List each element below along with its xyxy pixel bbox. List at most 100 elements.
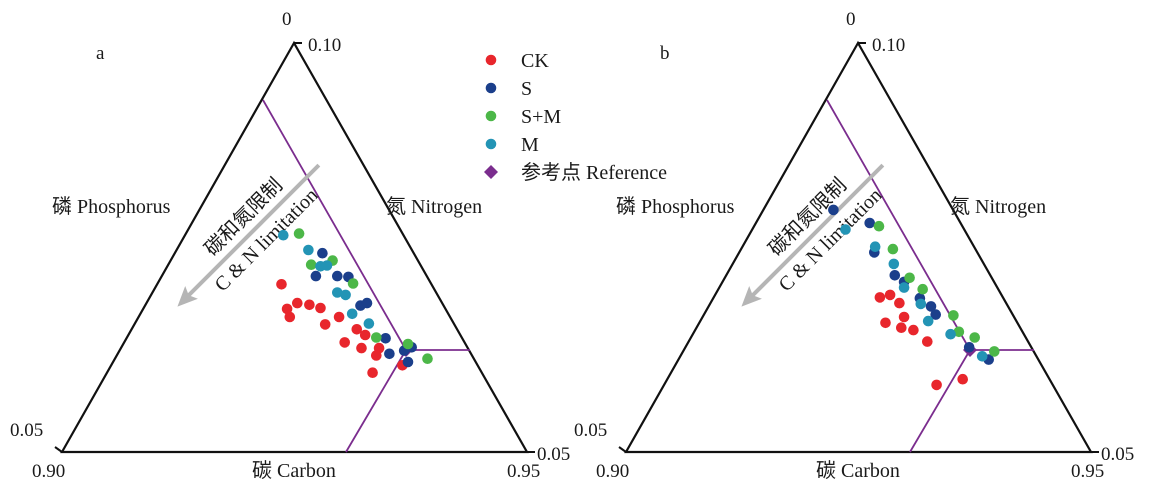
legend-marker (485, 138, 497, 150)
data-point (281, 303, 293, 315)
tick-label-top: 0 (846, 9, 856, 30)
data-point (948, 310, 959, 321)
data-point (347, 278, 359, 289)
ternary-panel-a: 00.100.050.90 0.950.05磷 Phosphorus 氮 Nitro… (10, 9, 570, 482)
series-ck (874, 289, 968, 391)
legend-marker (485, 82, 497, 94)
corner-tick (618, 446, 627, 453)
carbon-axis-label: 碳 Carbon (816, 459, 900, 482)
data-point (402, 338, 414, 350)
data-point (873, 220, 885, 232)
triangle-frame (60, 40, 529, 454)
data-point (293, 228, 305, 239)
tick-label-top-right: 0.10 (308, 35, 341, 56)
data-point (957, 373, 968, 385)
data-point (976, 351, 988, 362)
tick-label-right-end: 0.05 (1101, 444, 1134, 465)
data-point (315, 302, 326, 314)
data-point (380, 333, 391, 344)
tick-label-bottom-left-low: 0.90 (32, 461, 65, 482)
data-point (304, 299, 315, 311)
data-point (896, 322, 907, 334)
arrow-head (177, 286, 198, 307)
data-point (930, 309, 941, 320)
data-point (292, 297, 303, 309)
tick-label-bottom-right: 0.95 (1071, 461, 1104, 482)
data-point (889, 270, 901, 281)
data-point (340, 289, 351, 301)
data-point (319, 319, 331, 330)
tick-label-bottom-left-low: 0.90 (596, 461, 629, 482)
data-point (864, 217, 875, 229)
carbon-axis-label: 碳 Carbon (252, 459, 336, 482)
reference-line (826, 99, 971, 351)
arrow-shaft (750, 163, 885, 298)
data-point (361, 297, 373, 309)
data-point (880, 317, 891, 329)
data-point (303, 244, 314, 256)
ternary-panel-b: 00.100.050.90 0.950.05磷 Phosphorus 氮 Nitro… (574, 9, 1134, 482)
data-point (363, 318, 375, 329)
data-point (931, 379, 942, 391)
legend-marker (485, 54, 497, 66)
data-point (840, 224, 851, 235)
data-point (945, 328, 956, 340)
data-point (346, 308, 358, 320)
legend: CK S S+M M 参考点 Reference (484, 50, 667, 184)
tick-label-bottom-left: 0.05 (10, 420, 43, 441)
series-s (310, 247, 418, 368)
data-point (908, 324, 919, 336)
phosphorus-axis-label: 磷 Phosphorus (52, 195, 171, 218)
legend-label: 参考点 Reference (521, 161, 667, 184)
data-point (332, 270, 343, 282)
panel-label: b (660, 43, 670, 64)
data-point (888, 258, 900, 270)
tick-label-top: 0 (282, 9, 292, 30)
phosphorus-axis-label: 磷 Phosphorus (616, 195, 735, 218)
data-point (898, 311, 910, 323)
tick-label-bottom-right: 0.95 (507, 461, 540, 482)
reference-line (345, 349, 407, 453)
data-point (422, 353, 433, 365)
data-point (339, 337, 351, 348)
triangle-frame (624, 40, 1093, 454)
legend-marker (484, 165, 498, 179)
data-point (317, 247, 328, 259)
data-point (953, 326, 965, 338)
data-point (310, 270, 322, 282)
data-point (367, 367, 378, 379)
data-point (284, 311, 296, 323)
legend-label: S+M (521, 106, 561, 128)
legend-label: CK (521, 50, 549, 72)
legend-marker (485, 110, 497, 122)
tick-label-top-right: 0.10 (872, 35, 905, 56)
corner-tick (54, 446, 63, 453)
series-ck (276, 279, 408, 379)
data-point (384, 348, 395, 360)
data-point (969, 332, 980, 343)
legend-label: M (521, 134, 539, 156)
tick-label-bottom-left: 0.05 (574, 420, 607, 441)
reference-line (909, 349, 971, 453)
data-point (869, 241, 881, 252)
data-point (333, 311, 345, 323)
arrow-head (741, 286, 762, 307)
data-point (963, 342, 975, 353)
reference-line (262, 99, 407, 351)
legend-label: S (521, 78, 532, 100)
nitrogen-axis-label: 氮 Nitrogen (950, 195, 1046, 218)
data-point (884, 289, 896, 301)
data-point (321, 260, 333, 271)
data-point (371, 350, 382, 361)
data-point (351, 324, 363, 335)
data-point (874, 292, 886, 303)
panel-label: a (96, 43, 105, 64)
data-point (278, 229, 289, 241)
data-point (915, 298, 927, 310)
data-point (917, 283, 928, 295)
data-point (828, 204, 839, 216)
data-point (922, 336, 933, 347)
data-point (332, 287, 343, 298)
data-point (925, 301, 937, 312)
